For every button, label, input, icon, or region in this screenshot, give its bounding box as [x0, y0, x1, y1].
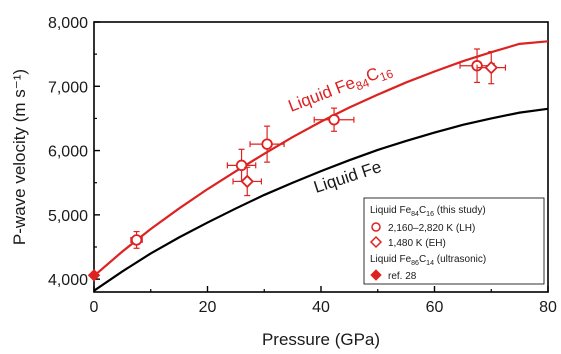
legend-entry-lh: 2,160–2,820 K (LH)	[388, 223, 475, 234]
fit-curves	[94, 40, 548, 292]
legend-marker-diamond-filled	[370, 269, 382, 281]
x-tick-label: 20	[199, 299, 217, 316]
fit-curve-fe-c	[94, 40, 548, 277]
legend-entry-eh: 1,480 K (EH)	[388, 238, 446, 249]
x-tick-label: 40	[312, 299, 330, 316]
legend-marker-circle	[371, 222, 381, 232]
fit-curve-fe	[94, 107, 548, 292]
y-tick-label: 7,000	[48, 79, 88, 96]
marker-circle	[130, 234, 143, 246]
curve-label-fe: Liquid Fe	[311, 157, 383, 197]
data-point-circle-open	[130, 230, 143, 249]
legend-marker-diamond-open	[369, 235, 383, 249]
y-tick-label: 6,000	[48, 144, 88, 161]
y-tick-label: 8,000	[48, 15, 88, 32]
marker-circle	[328, 114, 340, 126]
data-point-diamond-open	[476, 50, 507, 85]
axis-ticks: 0 20 40 60 80 4,000 5,000 6,000 7,000 8,000	[48, 15, 557, 316]
data-point-circle-open	[313, 107, 355, 132]
marker-circle	[235, 159, 248, 172]
y-axis-label: P-wave velocity (m s⁻¹)	[10, 69, 29, 245]
data-point-circle-open	[249, 125, 285, 163]
curve-label-fe-c: Liquid Fe84C16	[286, 59, 396, 119]
legend-box	[363, 197, 545, 285]
y-tick-label: 5,000	[48, 208, 88, 225]
data-point-circle-open	[226, 148, 257, 183]
data-points	[87, 48, 507, 282]
legend-entry-ref: ref. 28	[388, 271, 417, 282]
y-tick-label: 4,000	[48, 272, 88, 289]
marker-diamond-open	[484, 60, 499, 75]
x-tick-label: 80	[539, 299, 557, 316]
marker-diamond-open	[240, 174, 254, 189]
legend: Liquid Fe84C16 (this study) 2,160–2,820 …	[363, 197, 545, 285]
x-tick-label: 60	[426, 299, 444, 316]
data-point-diamond-filled	[87, 269, 101, 282]
marker-circle	[261, 138, 273, 150]
data-point-diamond-open	[232, 166, 263, 197]
legend-header-ultrasonic: Liquid Fe86C14 (ultrasonic)	[370, 254, 486, 267]
x-tick-label: 0	[90, 299, 99, 316]
legend-header-this-study: Liquid Fe84C16 (this study)	[370, 205, 486, 218]
x-axis-label: Pressure (GPa)	[262, 330, 380, 349]
marker-diamond-filled	[87, 269, 101, 282]
